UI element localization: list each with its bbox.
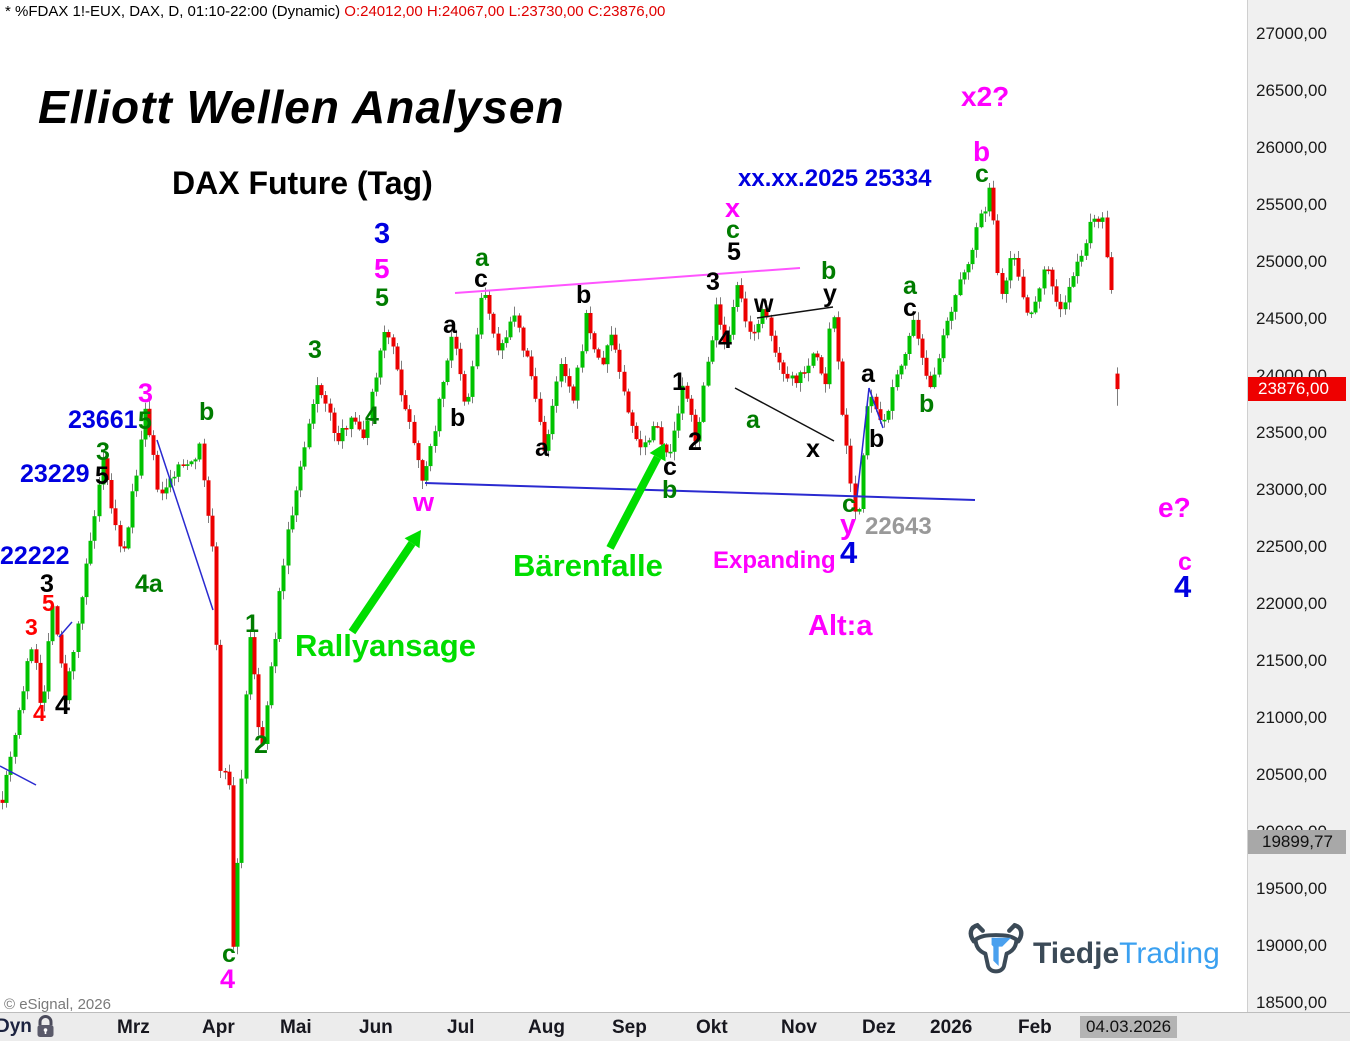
trendline[interactable] <box>868 387 884 429</box>
candlestick-chart-canvas[interactable] <box>0 0 1247 1013</box>
price-tick: 23000,00 <box>1256 480 1327 499</box>
month-tick-Mai: Mai <box>280 1017 312 1038</box>
candle-bodies <box>0 187 1120 947</box>
arrow-head <box>404 530 421 549</box>
price-tick: 22000,00 <box>1256 594 1327 613</box>
month-tick-Nov: Nov <box>781 1017 817 1038</box>
month-tick-2026: 2026 <box>930 1017 973 1038</box>
price-tick: 19000,00 <box>1256 936 1327 955</box>
trendline[interactable] <box>734 387 835 442</box>
price-tick: 21000,00 <box>1256 708 1327 727</box>
price-tick: 26000,00 <box>1256 138 1327 157</box>
price-tick: 21500,00 <box>1256 651 1327 670</box>
instrument-title: DAX Future (Tag) <box>172 165 433 201</box>
price-tick: 27000,00 <box>1256 24 1327 43</box>
price-tick: 22500,00 <box>1256 537 1327 556</box>
month-tick-Jun: Jun <box>359 1017 393 1038</box>
chart-header-line: * %FDAX 1!-EUX, DAX, D, 01:10-22:00 (Dyn… <box>5 3 665 20</box>
bull-head-icon <box>965 920 1027 987</box>
last-price-badge: 23876,00 <box>1248 377 1346 402</box>
price-tick: 23500,00 <box>1256 423 1327 442</box>
logo-text: TiedjeTrading <box>1033 936 1220 970</box>
month-tick-Jul: Jul <box>447 1017 475 1038</box>
price-tick: 20500,00 <box>1256 765 1327 784</box>
symbol-info: * %FDAX 1!-EUX, DAX, D, 01:10-22:00 (Dyn… <box>5 3 345 20</box>
month-tick-Sep: Sep <box>612 1017 647 1038</box>
month-tick-Dez: Dez <box>862 1017 896 1038</box>
trendline[interactable] <box>454 267 801 294</box>
month-tick-Feb: Feb <box>1018 1017 1052 1038</box>
trendline[interactable] <box>156 439 214 611</box>
analysis-title: Elliott Wellen Analysen <box>38 81 565 133</box>
price-tick: 24500,00 <box>1256 309 1327 328</box>
price-tick: 25000,00 <box>1256 252 1327 271</box>
price-axis[interactable]: 27000,00 26500,00 26000,00 25500,00 25000,00… <box>1247 0 1350 1013</box>
scale-mode-button[interactable]: Dyn <box>0 1016 32 1037</box>
price-tick: 26500,00 <box>1256 81 1327 100</box>
month-tick-Aug: Aug <box>528 1017 565 1038</box>
trendline[interactable] <box>424 482 976 501</box>
month-tick-Mrz: Mrz <box>117 1017 150 1038</box>
ohlc-readout: O:24012,00 H:24067,00 L:23730,00 C:23876… <box>344 3 666 20</box>
trendline[interactable] <box>856 387 870 498</box>
esignal-copyright: © eSignal, 2026 <box>4 996 111 1013</box>
price-tick: 19500,00 <box>1256 879 1327 898</box>
price-tick: 18500,00 <box>1256 993 1327 1012</box>
time-axis[interactable]: Dyn Mrz Apr Mai Jun Jul Aug Sep Okt Nov Dez 2026 Fe… <box>0 1012 1350 1041</box>
tiedjetrading-logo: TiedjeTrading <box>965 920 1220 987</box>
cursor-date-badge: 04.03.2026 <box>1080 1016 1178 1038</box>
month-tick-Okt: Okt <box>696 1017 728 1038</box>
marker-price-badge: 19899,77 <box>1248 830 1346 855</box>
trendline[interactable] <box>0 765 37 786</box>
trendline[interactable] <box>58 621 73 638</box>
annotation-arrow[interactable] <box>606 455 662 550</box>
month-tick-Apr: Apr <box>202 1017 235 1038</box>
arrow-head <box>649 443 666 462</box>
trendline[interactable] <box>756 306 834 319</box>
price-tick: 25500,00 <box>1256 195 1327 214</box>
candle-wicks <box>2 180 1118 955</box>
lock-icon[interactable] <box>34 1015 57 1041</box>
annotation-arrow[interactable] <box>348 541 416 635</box>
